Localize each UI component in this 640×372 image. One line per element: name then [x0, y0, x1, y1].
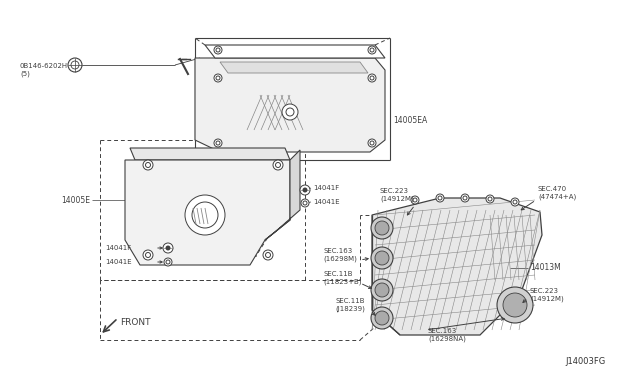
Text: SEC.223
(14912M): SEC.223 (14912M)	[380, 188, 413, 202]
Circle shape	[513, 200, 517, 204]
Circle shape	[164, 258, 172, 266]
Circle shape	[216, 48, 220, 52]
Circle shape	[438, 196, 442, 200]
Text: 14041E: 14041E	[313, 199, 340, 205]
Circle shape	[300, 185, 310, 195]
Circle shape	[375, 311, 389, 325]
Circle shape	[303, 201, 307, 205]
Circle shape	[214, 46, 222, 54]
Circle shape	[413, 198, 417, 202]
Circle shape	[282, 104, 298, 120]
Circle shape	[497, 287, 533, 323]
Text: SEC.163
(16298NA): SEC.163 (16298NA)	[428, 328, 466, 342]
Circle shape	[166, 260, 170, 264]
Circle shape	[371, 247, 393, 269]
Circle shape	[411, 196, 419, 204]
Text: SEC.470
(47474+A): SEC.470 (47474+A)	[538, 186, 576, 200]
Circle shape	[436, 194, 444, 202]
Text: FRONT: FRONT	[120, 318, 150, 327]
Text: 14005EA: 14005EA	[393, 115, 428, 125]
Circle shape	[286, 108, 294, 116]
Text: 14041E: 14041E	[105, 259, 132, 265]
Text: SEC.163
(16298M): SEC.163 (16298M)	[323, 248, 357, 262]
Text: SEC.11B
(11823+B): SEC.11B (11823+B)	[323, 271, 362, 285]
Circle shape	[375, 221, 389, 235]
Circle shape	[68, 58, 82, 72]
Circle shape	[461, 194, 469, 202]
Circle shape	[368, 46, 376, 54]
Circle shape	[163, 243, 173, 253]
Circle shape	[192, 202, 218, 228]
Circle shape	[145, 163, 150, 167]
Circle shape	[266, 253, 271, 257]
Polygon shape	[205, 45, 385, 58]
Circle shape	[216, 76, 220, 80]
Text: 14041F: 14041F	[313, 185, 339, 191]
Polygon shape	[195, 58, 385, 152]
Circle shape	[371, 307, 393, 329]
Circle shape	[275, 163, 280, 167]
Circle shape	[375, 251, 389, 265]
Circle shape	[143, 160, 153, 170]
Circle shape	[71, 61, 79, 69]
Circle shape	[303, 187, 307, 192]
Circle shape	[143, 250, 153, 260]
Text: 14013M: 14013M	[530, 263, 561, 273]
Circle shape	[488, 197, 492, 201]
Circle shape	[370, 48, 374, 52]
Circle shape	[214, 139, 222, 147]
Text: J14003FG: J14003FG	[565, 357, 605, 366]
Circle shape	[368, 74, 376, 82]
Text: 14005E: 14005E	[61, 196, 90, 205]
Circle shape	[511, 198, 519, 206]
Circle shape	[216, 141, 220, 145]
Circle shape	[370, 141, 374, 145]
Polygon shape	[125, 160, 290, 265]
Circle shape	[263, 250, 273, 260]
Circle shape	[370, 76, 374, 80]
Circle shape	[273, 160, 283, 170]
Text: SEC.223
(14912M): SEC.223 (14912M)	[530, 288, 564, 302]
Polygon shape	[220, 62, 368, 73]
Circle shape	[463, 196, 467, 200]
Polygon shape	[372, 198, 542, 335]
Circle shape	[214, 74, 222, 82]
Text: SEC.11B
(J18239): SEC.11B (J18239)	[335, 298, 365, 312]
Circle shape	[166, 246, 170, 250]
Polygon shape	[265, 150, 300, 240]
Circle shape	[371, 217, 393, 239]
Text: 0B146-6202H
(5): 0B146-6202H (5)	[20, 63, 68, 77]
Circle shape	[145, 253, 150, 257]
Text: 14041F: 14041F	[105, 245, 131, 251]
Circle shape	[185, 195, 225, 235]
Circle shape	[486, 195, 494, 203]
Circle shape	[301, 199, 309, 207]
Circle shape	[503, 293, 527, 317]
Polygon shape	[130, 148, 290, 160]
Circle shape	[368, 139, 376, 147]
Circle shape	[375, 283, 389, 297]
Circle shape	[371, 279, 393, 301]
